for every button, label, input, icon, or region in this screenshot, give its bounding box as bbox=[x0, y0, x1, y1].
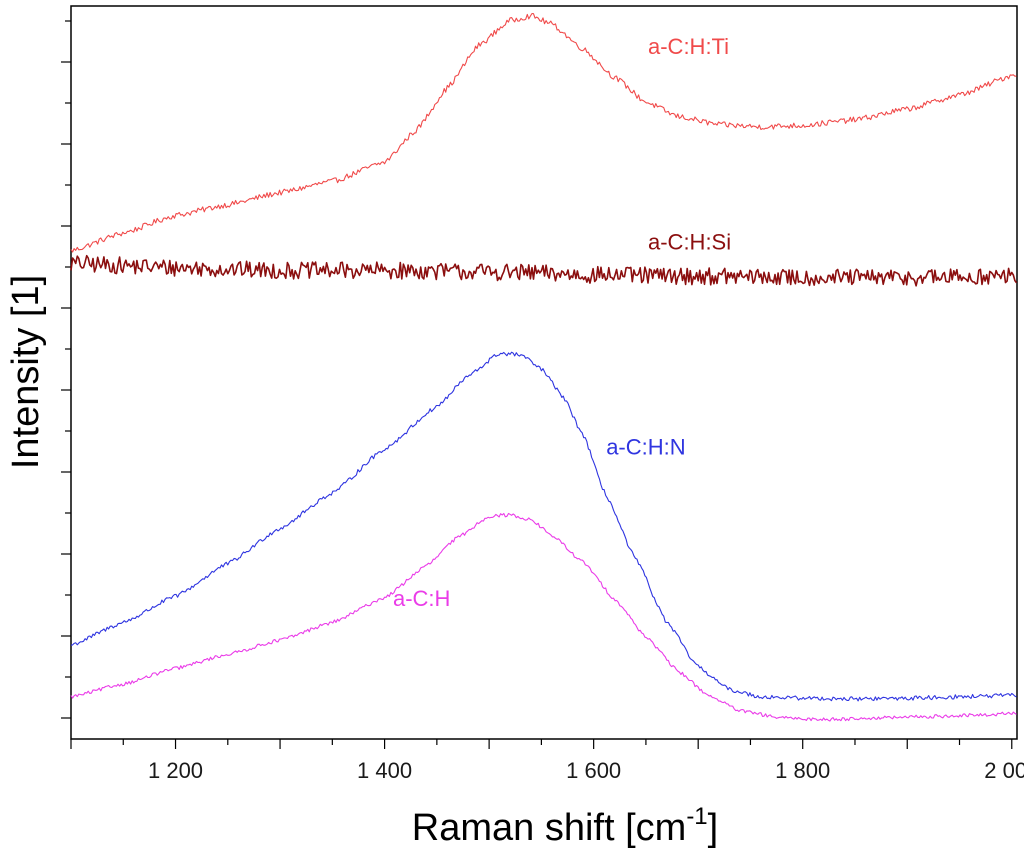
x-axis-ticks bbox=[70, 739, 1013, 749]
x-tick-label: 1 400 bbox=[357, 758, 412, 783]
x-axis-tick-labels: 1 200 1 400 1 600 1 800 2 000 bbox=[148, 758, 1024, 783]
plot-border bbox=[70, 5, 1018, 740]
x-tick-label: 1 600 bbox=[566, 758, 621, 783]
series-lines bbox=[70, 12, 1018, 722]
series-line-a-c-h bbox=[70, 512, 1017, 722]
series-label-a-c-h-si: a-C:H:Si bbox=[648, 229, 731, 254]
series-line-a-c-h-si bbox=[70, 254, 1018, 287]
series-label-a-c-h-ti: a-C:H:Ti bbox=[648, 34, 729, 59]
x-axis-title-superscript: -1 bbox=[686, 803, 707, 830]
plot-frame bbox=[70, 5, 1018, 740]
series-line-a-c-h-n bbox=[70, 351, 1017, 702]
x-axis-title: Raman shift [cm-1] bbox=[412, 803, 718, 849]
series-label-a-c-h: a-C:H bbox=[393, 586, 450, 611]
x-tick-label: 1 800 bbox=[775, 758, 830, 783]
y-axis-title: Intensity [1] bbox=[5, 275, 47, 469]
series-label-a-c-h-n: a-C:H:N bbox=[606, 435, 685, 460]
x-tick-label: 1 200 bbox=[148, 758, 203, 783]
y-axis-ticks bbox=[61, 20, 71, 719]
series-line-a-c-h-ti bbox=[70, 12, 1017, 253]
x-axis-title-main: Raman shift [cm bbox=[412, 807, 687, 849]
x-axis-title-end: ] bbox=[708, 807, 719, 849]
series-annotations: a-C:H:Ti a-C:H:Si a-C:H:N a-C:H bbox=[393, 34, 731, 611]
x-tick-label: 2 000 bbox=[984, 758, 1024, 783]
